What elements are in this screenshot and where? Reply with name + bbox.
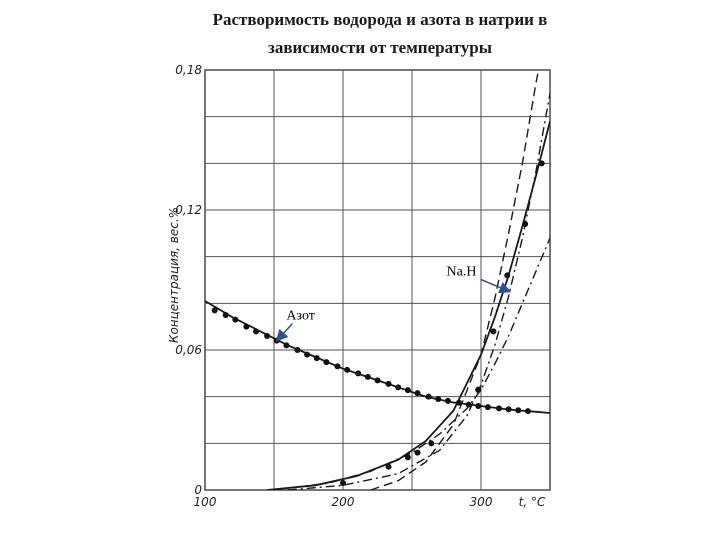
series-line-3 — [370, 70, 540, 490]
data-point — [465, 401, 472, 408]
y-tick-label: 0 — [194, 483, 202, 497]
series-lines — [205, 70, 550, 490]
data-point — [522, 221, 529, 227]
data-point — [340, 480, 346, 486]
data-point — [294, 347, 301, 353]
annotation-arrow — [480, 278, 512, 294]
data-point — [355, 370, 362, 377]
data-point — [385, 463, 392, 470]
data-point — [504, 272, 511, 279]
data-point — [455, 399, 462, 406]
tick-labels: 0 0,06 0,12 0,18 100 200 300 — [175, 63, 493, 509]
data-point — [505, 406, 512, 413]
annotations: Na.H Азот — [275, 264, 512, 342]
data-point — [264, 333, 271, 339]
series-line-2 — [267, 121, 550, 490]
annotation-label: Na.H — [447, 264, 477, 279]
data-point — [364, 373, 371, 380]
data-point — [323, 359, 330, 366]
data-point — [515, 407, 522, 414]
data-point — [444, 397, 451, 404]
data-point — [313, 355, 320, 362]
data-point — [374, 377, 381, 384]
y-tick-label: 0,12 — [175, 203, 202, 217]
x-tick-label: 100 — [194, 495, 217, 509]
data-markers — [211, 160, 545, 486]
data-point — [334, 363, 341, 370]
data-point — [425, 393, 432, 400]
y-axis-label: Концентрация, вес.% — [167, 207, 181, 343]
annotation-arrow — [275, 323, 293, 342]
data-point — [404, 454, 411, 461]
series-line-5 — [287, 93, 550, 490]
data-point — [253, 328, 260, 335]
annotation-label: Азот — [286, 309, 315, 324]
data-point — [484, 404, 491, 411]
y-tick-label: 0,18 — [175, 63, 202, 77]
data-point — [385, 380, 392, 387]
data-point — [428, 440, 435, 447]
chart-title-line-1: Растворимость водорода и азота в натрии … — [212, 10, 548, 29]
grid-lines — [204, 69, 551, 491]
data-point — [211, 307, 218, 314]
data-point — [414, 390, 421, 397]
data-point — [490, 328, 497, 335]
data-point — [495, 405, 502, 412]
data-point — [524, 408, 531, 415]
y-tick-label: 0,06 — [175, 343, 202, 357]
x-tick-label: 300 — [470, 495, 493, 509]
data-point — [538, 160, 545, 167]
x-tick-label: 200 — [332, 495, 355, 509]
data-point — [304, 351, 311, 358]
data-point — [404, 387, 411, 394]
data-point — [222, 312, 229, 318]
data-point — [283, 342, 290, 349]
data-point — [414, 449, 421, 456]
data-point — [344, 366, 351, 373]
data-point — [475, 403, 482, 409]
chart-title-line-2: зависимости от температуры — [267, 38, 492, 57]
x-axis-label: t, °C — [519, 495, 546, 509]
data-point — [232, 316, 239, 323]
data-point — [475, 386, 482, 393]
data-point — [395, 384, 402, 391]
series-line-1 — [205, 300, 550, 414]
data-point — [243, 323, 250, 330]
data-point — [435, 396, 442, 402]
